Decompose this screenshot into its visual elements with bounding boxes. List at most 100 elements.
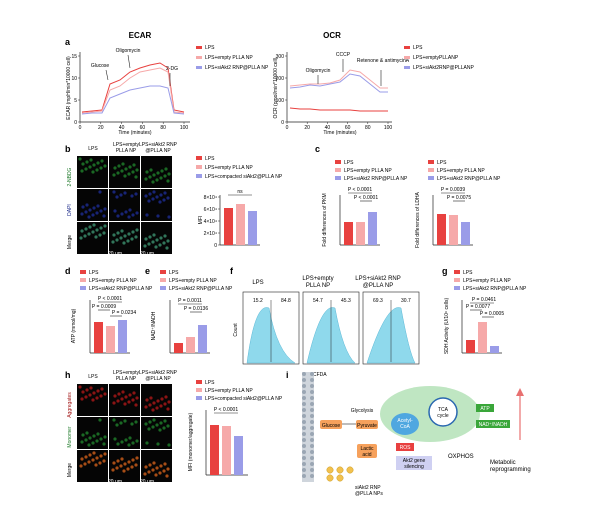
ocr-line-lps [289,107,388,112]
c-legend-r-0: LPS [437,160,447,166]
b-bar-siakt2 [248,211,257,245]
tick-label: 80 [160,125,166,131]
panel-d-chart: ATP (mmol/mg) P < 0.0001 P = 0.0009 P = … [71,296,136,354]
tick-label: 20 [98,125,104,131]
b-legend-1: LPS+empty PLLA NP [205,165,253,171]
c-left-ylabel: Fold differences of PKM [322,193,328,246]
b-col-header-0: LPS [88,146,98,152]
e-ylabel: NAD⁺/NADH [151,311,157,340]
ecar-line-empty [81,67,185,114]
glycolysis-label: Glycolysis [351,408,374,414]
acetyl-coa-label: Acetyl-CoA [397,418,413,430]
b-col-header-1: LPS+empty PLLA NP [113,142,139,154]
h-scale-1: 20 μm [140,479,154,485]
ocr-yticks: 0 100 200 300 [276,54,287,126]
ocr-line-siakt2 [289,73,388,93]
panel-g-legend: LPS LPS+empty PLLA NP LPS+siAkt2 RNP@PLL… [454,270,527,292]
h-col-header-1: LPS+empty PLLA NP [113,370,139,382]
ocr-title: OCR [323,31,341,40]
ocr-legend-0: LPS [413,45,423,51]
tick-label: 5 [74,98,77,104]
b-bar-empty [236,204,245,245]
panel-b-headers: LPS LPS+empty PLLA NP LPS+siAkt2 RNP @PLLA… [88,142,177,154]
g-legend-2: LPS+siAkt2 RNP@PLLA NP [463,286,527,292]
ocr-annot-retenone: Retenone & antimycinA [357,58,410,64]
panel-b-legend: LPS LPS+empty PLLA NP LPS+compacted siAk… [196,156,283,180]
panel-h-legend: LPS LPS+empty PLLA NP LPS+compacted siAk… [196,380,283,402]
ocr-chart: OCR OCR (pmol/min*10000 cell) Time (minu… [273,31,474,136]
ecar-annot-glucose: Glucose [91,63,110,69]
np-label: siAkt2 RNP @PLLA NPs [355,485,383,497]
panel-e-chart: NAD⁺/NADH P = 0.0011 P = 0.0136 [151,298,210,354]
ecar-legend-1: LPS+empty PLLA NP [205,55,253,61]
panel-h-headers: LPS LPS+empty PLLA NP LPS+siAkt2 RNP @PLLA… [88,370,177,382]
tick-label: 0 [286,125,289,131]
tca-node [428,397,458,427]
tick-label: 0 [79,125,82,131]
b-sig: ns [237,189,243,195]
b-scale-1: 20 μm [140,251,154,257]
tick-label: 300 [276,54,285,60]
e-bar-lps [174,343,183,353]
c-left-bar-siakt2 [368,212,377,245]
tick-label: 15 [71,54,77,60]
h-legend-1: LPS+empty PLLA NP [205,388,253,394]
panel-e-label: e [145,266,150,276]
panel-b-row-labels: 2-NBDG DAPI Merge [67,167,73,249]
panel-c-legend-right: LPS LPS+empty PLLA NP LPS+siAkt2 RNP@PLL… [428,160,501,182]
tick-label: 40 [119,125,125,131]
ecar-annot-oligomycin: Oligomycin [116,48,141,54]
c-left-p1: P < 0.0001 [354,195,378,201]
panel-e-legend: LPS LPS+empty PLLA NP LPS+siAkt2 RNP@PLL… [160,270,233,292]
h-col-header-2: LPS+siAkt2 RNP @PLLA NP [139,370,178,382]
d-p2: P = 0.0234 [112,310,136,316]
ecar-ylabel: ECAR (mpH/min*10000 cell) [66,56,72,120]
tick-label: 0 [281,120,284,126]
b-ylabel: MFI [198,216,204,225]
nanoparticle [336,474,344,482]
c-right-bar-empty [449,215,458,245]
g-legend-0: LPS [463,270,473,276]
flow-value-left: 15.2 [253,298,263,304]
ecar-xticks: 0 20 40 60 80 100 [79,122,188,131]
e-p0: P = 0.0011 [178,298,202,304]
ecar-annot-2dg: 2-DG [166,66,178,72]
c-legend-1: LPS+empty PLLA NP [344,168,392,174]
d-legend-1: LPS+empty PLLA NP [89,278,137,284]
d-ylabel: ATP (mmol/mg) [71,308,77,343]
tick-label: 0 [214,243,217,249]
panel-b-label: b [65,144,71,154]
h-p: P < 0.0001 [214,407,238,413]
ecar-title: ECAR [129,31,152,40]
f-header-2: LPS+siAkt2 RNP @PLLA NP [355,276,401,289]
flow-value-left: 54.7 [313,298,323,304]
b-col-header-2: LPS+siAkt2 RNP @PLLA NP [139,142,178,154]
flow-value-left: 69.3 [373,298,383,304]
micrograph-tile [109,384,140,416]
atp-label: ATP [480,406,490,412]
ocr-legend-1: LPS+emptyPLLANP [413,55,459,61]
ecar-legend: LPS LPS+empty PLLA NP LPS+siAkt2 RNP@PLL… [196,45,269,71]
panel-f-label: f [230,266,234,276]
panel-g-label: g [442,266,448,276]
nad-box [476,420,510,428]
c-right-p0: P = 0.0039 [441,187,465,193]
e-bar-empty [186,337,195,353]
b-scale-0: 20 μm [108,251,122,257]
c-left-p0: P < 0.0001 [348,187,372,193]
lactic-acid-box [357,444,377,458]
h-row-label-0: Aggregates [67,392,73,418]
e-p1: P = 0.0136 [184,306,208,312]
ecar-xlabel: Time (minutes) [118,130,151,136]
g-p2: P = 0.0005 [480,311,504,317]
tick-label: 40 [325,125,331,131]
panel-h-row-labels: Aggregates Monomer Merge [67,392,73,477]
ocr-annot-oligomycin: Oligomycin [306,68,331,74]
b-row-label-1: DAPI [67,204,73,216]
b-bar-lps [224,208,233,245]
tick-label: 200 [276,76,285,82]
d-bar-siakt2 [118,320,127,353]
e-legend-2: LPS+siAkt2 RNP@PLLA NP [169,286,233,292]
d-p0: P < 0.0001 [98,296,122,302]
